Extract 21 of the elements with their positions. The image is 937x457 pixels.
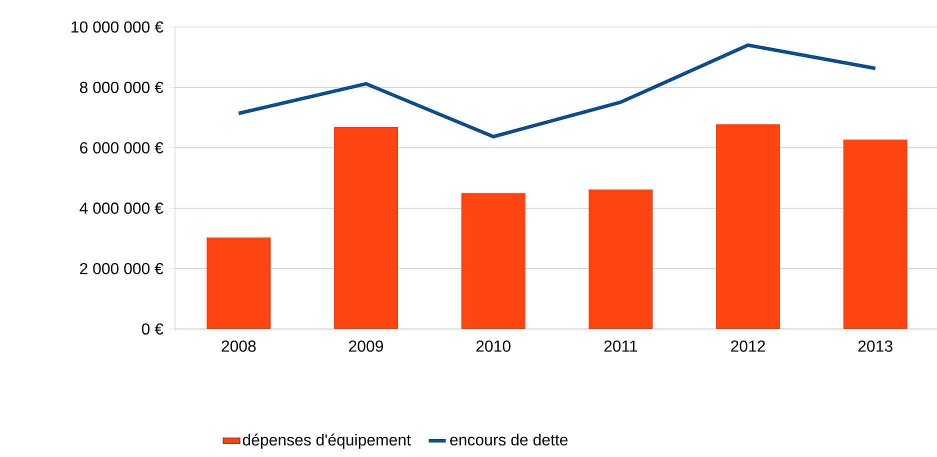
y-tick-label: 8 000 000 € <box>80 82 164 94</box>
y-tick-label: 6 000 000 € <box>80 142 164 154</box>
x-tick-label: 2008 <box>222 340 256 352</box>
legend-label: encours de dette <box>450 434 568 446</box>
y-tick-label: 10 000 000 € <box>72 21 164 33</box>
y-tick-label: 4 000 000 € <box>80 202 164 214</box>
bar <box>206 237 271 329</box>
legend-label: dépenses d'équipement <box>242 434 411 449</box>
bar <box>716 124 780 329</box>
x-tick-label: 2009 <box>349 340 383 352</box>
bar <box>334 126 398 329</box>
bar <box>588 189 653 329</box>
line-series <box>236 43 878 138</box>
x-tick-label: 2012 <box>731 340 765 352</box>
bar <box>843 140 908 329</box>
y-tick-label: 2 000 000 € <box>80 262 164 274</box>
y-tick-label: 0 € <box>142 323 164 335</box>
x-tick-label: 2013 <box>858 340 892 352</box>
x-tick-label: 2010 <box>476 340 510 352</box>
x-tick-label: 2011 <box>604 340 638 352</box>
bar <box>461 193 526 329</box>
